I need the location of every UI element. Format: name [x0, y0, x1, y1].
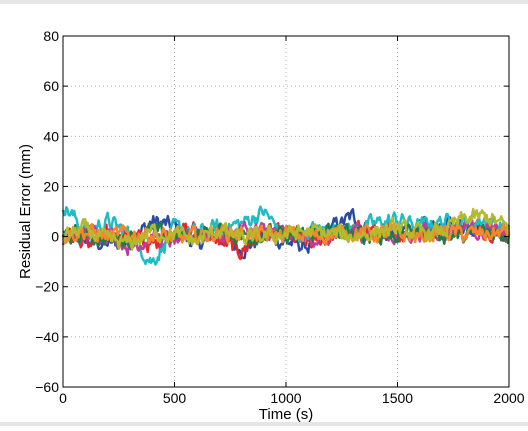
y-tick-label: 60 — [43, 78, 59, 94]
x-axis-label: Time (s) — [259, 406, 313, 423]
x-tick-label: 0 — [59, 390, 67, 406]
y-tick-label: 20 — [43, 178, 59, 194]
y-axis-label: Residual Error (mm) — [17, 144, 34, 279]
x-tick-label: 1500 — [382, 390, 413, 406]
y-tick-label: 40 — [43, 128, 59, 144]
window-bottom-edge — [0, 422, 528, 426]
x-tick-label: 1000 — [270, 390, 301, 406]
y-tick-label: 0 — [51, 229, 59, 245]
axis-ticks: 0 500 1000 1500 2000 −60 −40 −20 0 20 40 60 80 — [35, 28, 525, 406]
x-tick-label: 2000 — [493, 390, 524, 406]
y-tick-label: −40 — [35, 329, 59, 345]
series-line-7 — [61, 207, 511, 251]
y-tick-label: −20 — [35, 279, 59, 295]
series-layer — [61, 205, 511, 266]
x-tick-label: 500 — [163, 390, 187, 406]
y-tick-label: 80 — [43, 28, 59, 44]
grid — [63, 36, 509, 387]
window-top-edge — [0, 0, 528, 4]
y-tick-label: −60 — [35, 379, 59, 395]
